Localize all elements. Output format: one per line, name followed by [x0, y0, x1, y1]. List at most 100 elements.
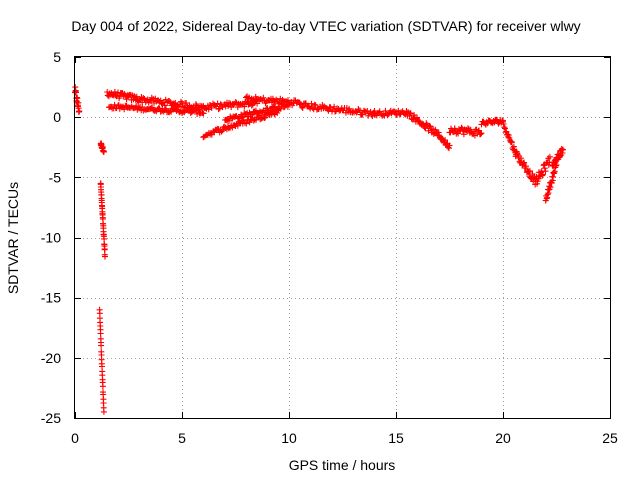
data-point [121, 91, 128, 98]
plot-frame [74, 56, 611, 419]
data-point [359, 111, 366, 118]
data-point [510, 146, 517, 153]
data-point [75, 99, 82, 106]
data-point [514, 149, 521, 156]
data-point [523, 163, 529, 170]
data-point [249, 111, 256, 118]
data-point [208, 104, 215, 111]
data-point [183, 100, 190, 107]
data-point [501, 124, 508, 131]
x-axis-title: GPS time / hours [289, 457, 396, 473]
data-point [149, 104, 156, 111]
x-tick-label: 20 [495, 430, 511, 446]
data-point [510, 143, 517, 150]
data-point [262, 114, 269, 121]
data-point [435, 132, 442, 138]
data-point [526, 167, 533, 174]
data-point [178, 98, 184, 105]
y-tick-label: -5 [49, 169, 62, 185]
data-point [426, 123, 433, 129]
data-point [216, 105, 223, 112]
chart-title: Day 004 of 2022, Sidereal Day-to-day VTE… [71, 18, 580, 34]
data-point [98, 342, 105, 349]
data-point [500, 121, 507, 127]
data-point [101, 235, 108, 242]
y-tick-label: -25 [41, 410, 61, 426]
data-point [541, 165, 548, 172]
data-point [226, 99, 232, 106]
data-point [353, 109, 360, 116]
data-point [163, 105, 169, 112]
axis-ticks: 0 5 10 15 20 25 5 0 -5 -10 -15 -20 -25 [41, 49, 618, 446]
data-point [477, 131, 484, 138]
data-point [243, 120, 250, 127]
data-point [298, 103, 305, 110]
data-point [271, 110, 278, 117]
data-point [560, 146, 566, 153]
data-point [123, 96, 130, 103]
data-point [299, 105, 306, 111]
data-point [508, 138, 515, 145]
data-point [332, 108, 338, 115]
x-tick-label: 10 [281, 430, 297, 446]
y-axis-title: SDTVAR / TECUs [5, 182, 21, 294]
data-point [195, 106, 202, 113]
data-point [260, 94, 267, 101]
data-point [239, 113, 246, 120]
data-point [460, 131, 467, 138]
data-point [551, 168, 558, 175]
data-point [199, 109, 206, 116]
data-point [215, 106, 222, 113]
data-point [546, 153, 553, 160]
data-point [325, 107, 332, 114]
x-tick-label: 5 [178, 430, 186, 446]
data-point [214, 100, 221, 107]
data-point [478, 130, 485, 137]
y-tick-label: 5 [53, 49, 61, 65]
data-point [548, 180, 555, 187]
data-point [536, 173, 543, 180]
data-point [248, 102, 255, 109]
x-tick-label: 25 [602, 430, 618, 446]
data-point [505, 132, 512, 139]
data-points [72, 84, 566, 415]
data-point [273, 96, 280, 103]
data-point [500, 117, 506, 124]
data-point [111, 88, 118, 95]
data-point [102, 253, 108, 260]
y-tick-label: -15 [41, 290, 61, 306]
data-point [503, 128, 510, 135]
data-point [439, 135, 446, 142]
data-point [419, 120, 426, 127]
data-point [446, 142, 453, 149]
data-point [140, 95, 147, 101]
data-point [414, 114, 420, 121]
data-point [502, 125, 508, 132]
data-point [251, 99, 258, 106]
data-point [97, 330, 104, 337]
data-point [312, 102, 319, 109]
y-tick-label: -10 [41, 230, 61, 246]
data-point [380, 111, 387, 118]
data-point [525, 169, 532, 175]
x-tick-label: 0 [71, 430, 79, 446]
data-point [309, 104, 316, 111]
data-point [346, 105, 353, 112]
data-point [382, 107, 389, 114]
data-point [425, 127, 432, 134]
data-point [506, 134, 513, 141]
data-point [76, 108, 83, 115]
data-point [121, 106, 128, 113]
data-point [267, 107, 274, 114]
data-point [200, 110, 207, 117]
data-point [218, 128, 225, 135]
y-tick-label: -20 [41, 350, 61, 366]
data-point [423, 121, 430, 128]
x-tick-label: 15 [388, 430, 404, 446]
data-point [508, 139, 515, 146]
data-point [235, 115, 242, 122]
data-point [100, 408, 107, 415]
data-point [166, 98, 173, 104]
data-point [308, 100, 315, 107]
